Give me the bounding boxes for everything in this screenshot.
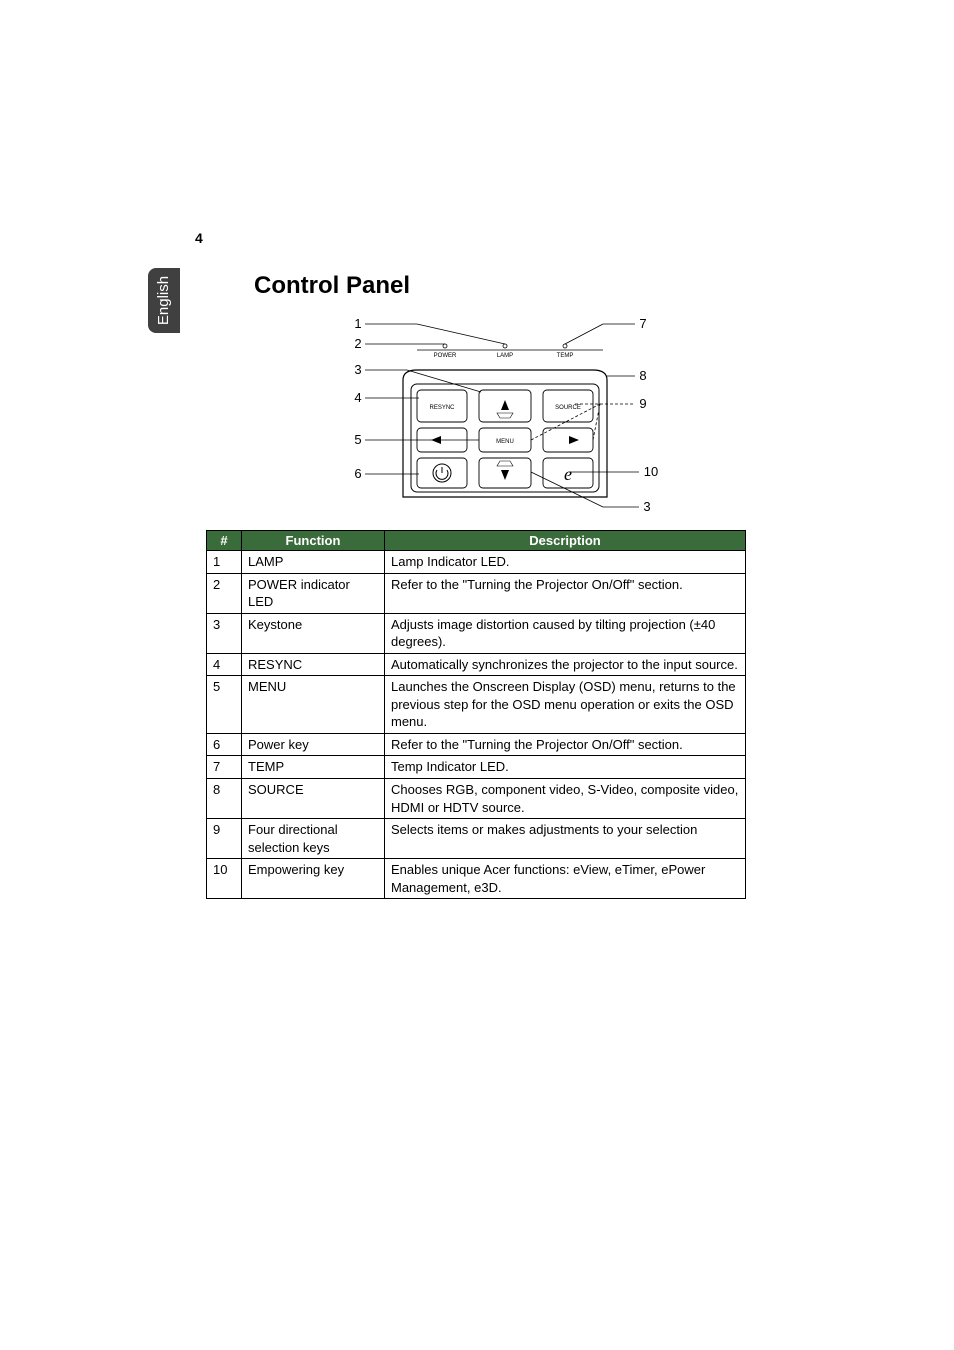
cell-num: 4 (207, 653, 242, 676)
cell-func: Power key (242, 733, 385, 756)
col-header-num: # (207, 531, 242, 551)
cell-func: Keystone (242, 613, 385, 653)
table-row: 10Empowering keyEnables unique Acer func… (207, 859, 746, 899)
table-row: 8SOURCEChooses RGB, component video, S-V… (207, 779, 746, 819)
cell-func: RESYNC (242, 653, 385, 676)
cell-num: 10 (207, 859, 242, 899)
diagram-label-temp: TEMP (557, 353, 574, 359)
cell-num: 7 (207, 756, 242, 779)
callout-8: 8 (639, 368, 646, 383)
callout-9: 9 (639, 396, 646, 411)
cell-func: SOURCE (242, 779, 385, 819)
cell-desc: Automatically synchronizes the projector… (385, 653, 746, 676)
cell-func: LAMP (242, 551, 385, 574)
cell-func: Four directional selection keys (242, 819, 385, 859)
section-title: Control Panel (254, 272, 410, 300)
table-row: 5MENULaunches the Onscreen Display (OSD)… (207, 676, 746, 734)
callout-6: 6 (354, 466, 361, 481)
cell-num: 6 (207, 733, 242, 756)
cell-func: TEMP (242, 756, 385, 779)
cell-desc: Refer to the "Turning the Projector On/O… (385, 573, 746, 613)
table-row: 3KeystoneAdjusts image distortion caused… (207, 613, 746, 653)
cell-desc: Chooses RGB, component video, S-Video, c… (385, 779, 746, 819)
cell-num: 3 (207, 613, 242, 653)
callout-10: 10 (644, 464, 658, 479)
control-panel-diagram: POWER LAMP TEMP RESYNC SOURCE MENU (345, 312, 695, 527)
callout-4: 4 (354, 390, 361, 405)
callout-3-left: 3 (354, 362, 361, 377)
callout-1: 1 (354, 316, 361, 331)
cell-func: MENU (242, 676, 385, 734)
diagram-label-menu: MENU (496, 439, 514, 445)
table-row: 7TEMPTemp Indicator LED. (207, 756, 746, 779)
cell-desc: Selects items or makes adjustments to yo… (385, 819, 746, 859)
cell-desc: Refer to the "Turning the Projector On/O… (385, 733, 746, 756)
table-header-row: # Function Description (207, 531, 746, 551)
cell-func: POWER indicator LED (242, 573, 385, 613)
svg-text:e: e (564, 464, 572, 484)
callout-7: 7 (639, 316, 646, 331)
cell-desc: Temp Indicator LED. (385, 756, 746, 779)
cell-desc: Enables unique Acer functions: eView, eT… (385, 859, 746, 899)
table-row: 2POWER indicator LEDRefer to the "Turnin… (207, 573, 746, 613)
page-number: 4 (195, 230, 203, 246)
cell-desc: Launches the Onscreen Display (OSD) menu… (385, 676, 746, 734)
cell-num: 5 (207, 676, 242, 734)
diagram-label-resync: RESYNC (429, 405, 455, 411)
cell-num: 8 (207, 779, 242, 819)
diagram-label-lamp: LAMP (497, 353, 513, 359)
table-row: 9Four directional selection keysSelects … (207, 819, 746, 859)
table-row: 6Power keyRefer to the "Turning the Proj… (207, 733, 746, 756)
callout-3-right: 3 (643, 499, 650, 514)
language-tab: English (148, 268, 180, 333)
table-row: 4RESYNCAutomatically synchronizes the pr… (207, 653, 746, 676)
cell-desc: Adjusts image distortion caused by tilti… (385, 613, 746, 653)
callout-2: 2 (354, 336, 361, 351)
diagram-label-power: POWER (434, 353, 457, 359)
cell-desc: Lamp Indicator LED. (385, 551, 746, 574)
diagram-label-source: SOURCE (555, 405, 581, 411)
table-row: 1LAMPLamp Indicator LED. (207, 551, 746, 574)
language-tab-label: English (156, 276, 173, 325)
control-panel-table: # Function Description 1LAMPLamp Indicat… (206, 530, 746, 899)
callout-5: 5 (354, 432, 361, 447)
cell-func: Empowering key (242, 859, 385, 899)
cell-num: 9 (207, 819, 242, 859)
col-header-func: Function (242, 531, 385, 551)
cell-num: 1 (207, 551, 242, 574)
col-header-desc: Description (385, 531, 746, 551)
cell-num: 2 (207, 573, 242, 613)
page: 4 English Control Panel POWER LAMP TEMP … (0, 0, 954, 1350)
